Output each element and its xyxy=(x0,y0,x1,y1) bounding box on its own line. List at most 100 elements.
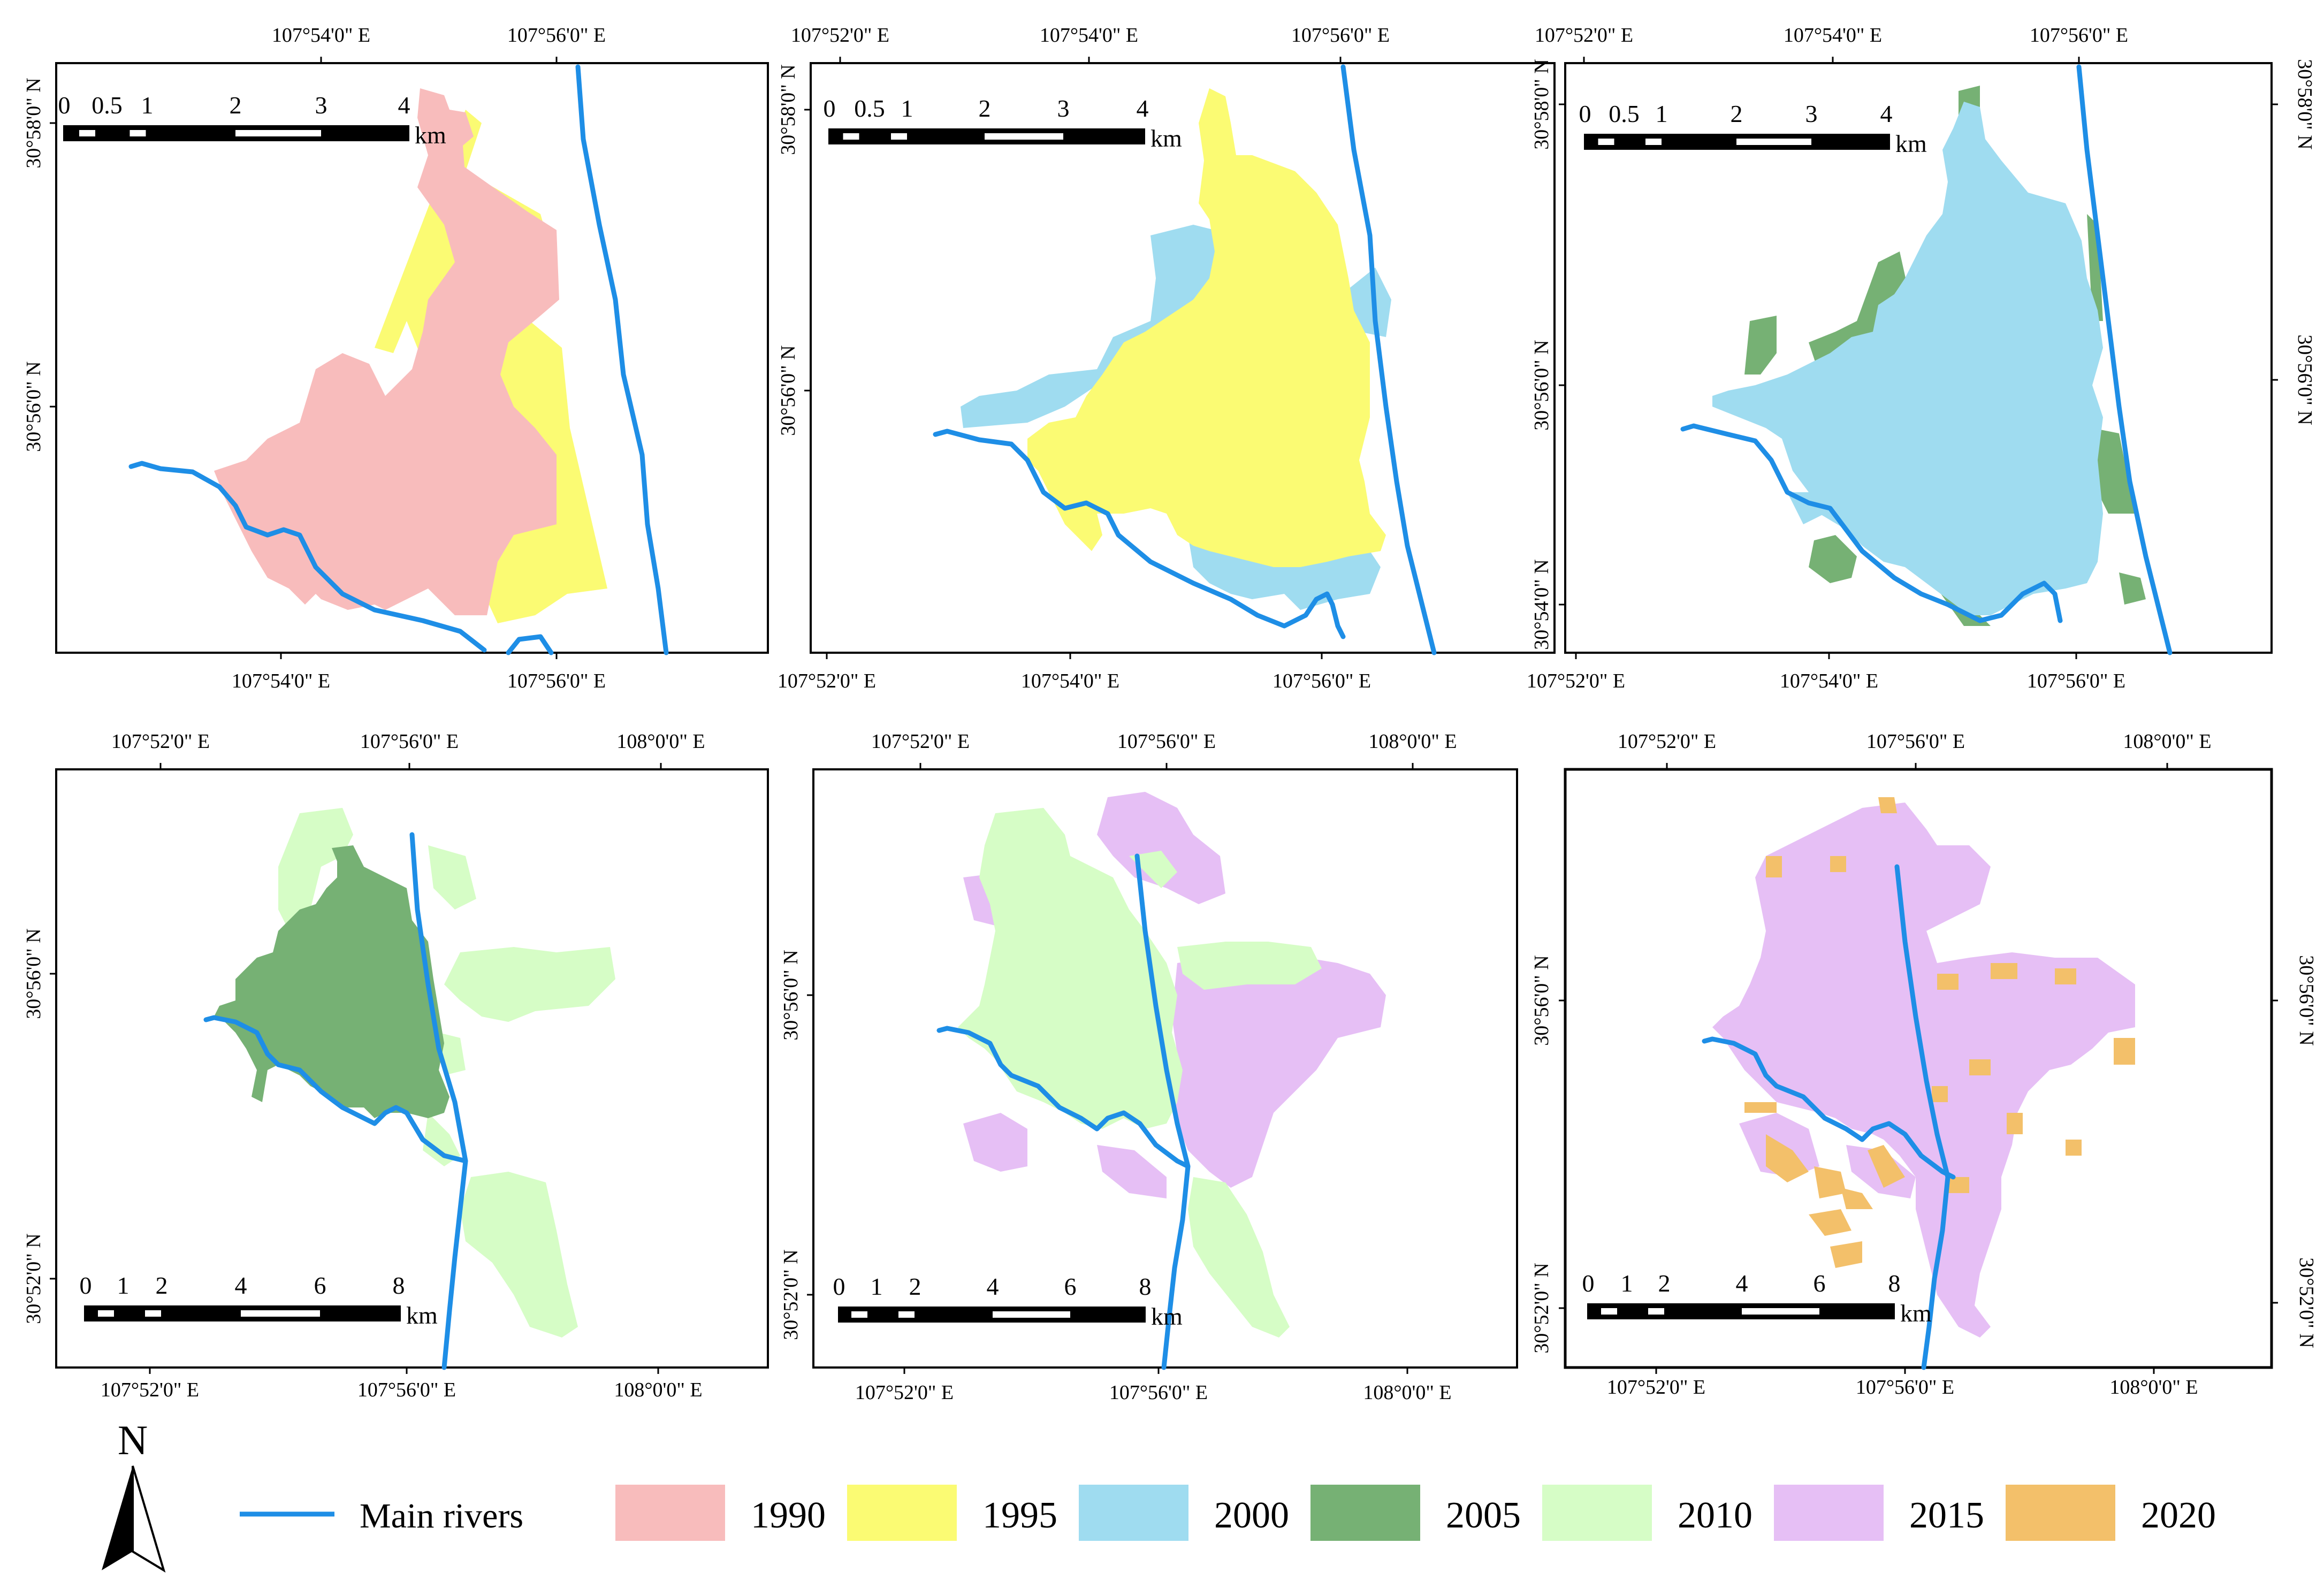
longitude-label: 107°54'0" E xyxy=(272,24,370,47)
scale-tick-label: 4 xyxy=(398,91,410,119)
longitude-label: 107°54'0" E xyxy=(232,670,330,692)
legend-swatch xyxy=(1774,1485,1884,1541)
latitude-label: 30°58'0" N xyxy=(777,64,799,155)
coordinate-labels: 107°54'0" E 107°56'0" E 107°54'0" E 107°56'… xyxy=(22,24,2318,1404)
expansion-2020 xyxy=(1744,797,2135,1268)
main-river xyxy=(203,1015,468,1164)
scale-bar: 0 1 2 4 6 8 km xyxy=(1582,1270,1932,1327)
expansion-2005 xyxy=(1809,251,1910,375)
legend: N Main rivers 1990 1995 2000 2005 2010 2015 20… xyxy=(102,1417,2216,1573)
main-river xyxy=(506,634,554,655)
latitude-label: 30°58'0" N xyxy=(2293,59,2316,150)
scale-bar: 0 0.5 1 2 3 4km xyxy=(1579,100,1927,157)
longitude-label: 107°52'0" E xyxy=(1607,1376,1705,1399)
longitude-label: 107°56'0" E xyxy=(507,670,606,692)
longitude-label: 107°52'0" E xyxy=(791,24,889,47)
urban-1990 xyxy=(214,88,559,615)
urban-2010 xyxy=(1177,942,1322,990)
main-river xyxy=(2076,64,2173,655)
scale-tick-label: 4 xyxy=(987,1273,999,1300)
legend-swatch xyxy=(1079,1485,1188,1541)
longitude-label: 107°52'0" E xyxy=(1535,24,1633,47)
scale-tick-label: 8 xyxy=(393,1272,405,1299)
scale-tick-label: 0 xyxy=(1579,100,1591,127)
expansion-2015 xyxy=(1284,974,1343,1017)
scale-tick-label: 2 xyxy=(156,1272,168,1299)
legend-item-2010: 2010 xyxy=(1542,1485,1752,1541)
latitude-label: 30°56'0" N xyxy=(22,361,45,452)
latitude-label: 30°52'0" N xyxy=(1530,1263,1553,1354)
legend-label: 2020 xyxy=(2141,1495,2216,1536)
legend-label: 2015 xyxy=(1909,1495,1984,1536)
legend-item-2000: 2000 xyxy=(1079,1485,1289,1541)
longitude-label: 107°54'0" E xyxy=(1780,670,1878,692)
scale-tick-label: 1 xyxy=(871,1273,883,1300)
scale-tick-label: 2 xyxy=(909,1273,921,1300)
expansion-2005 xyxy=(2119,572,2146,605)
scale-tick-label: 6 xyxy=(1814,1270,1826,1297)
urban-2010 xyxy=(1129,851,1177,888)
longitude-label: 108°0'0" E xyxy=(616,730,705,753)
map-panel-4 xyxy=(55,768,769,1370)
longitude-label: 107°56'0" E xyxy=(2030,24,2128,47)
main-river xyxy=(1680,423,2063,623)
expansion-2010 xyxy=(444,947,615,1022)
main-river xyxy=(1134,853,1191,1370)
longitude-label: 107°52'0" E xyxy=(778,670,876,692)
urban-2010 xyxy=(958,808,1183,1129)
urban-2000 xyxy=(1712,102,2103,615)
scale-tick-label: 8 xyxy=(1888,1270,1901,1297)
expansion-2015 xyxy=(963,1113,1027,1172)
longitude-label: 107°52'0" E xyxy=(871,730,970,753)
main-river xyxy=(128,461,487,653)
scale-tick-label: 0 xyxy=(80,1272,92,1299)
scale-tick-label: 3 xyxy=(1805,100,1818,127)
urban-2010 xyxy=(1188,1177,1290,1338)
scale-tick-label: 2 xyxy=(979,95,991,122)
longitude-label: 108°0'0" E xyxy=(1368,730,1457,753)
legend-label: 2005 xyxy=(1446,1495,1521,1536)
main-river xyxy=(933,429,1346,639)
scale-unit: km xyxy=(1900,1300,1932,1327)
longitude-label: 107°54'0" E xyxy=(1040,24,1138,47)
latitude-label: 30°56'0" N xyxy=(1530,955,1553,1046)
longitude-label: 107°56'0" E xyxy=(507,24,606,47)
scale-tick-label: 1 xyxy=(901,95,913,122)
legend-item-1995: 1995 xyxy=(847,1485,1057,1541)
latitude-label: 30°52'0" N xyxy=(22,1233,45,1324)
scale-tick-label: 0 xyxy=(833,1273,845,1300)
scale-tick-label: 0 xyxy=(58,91,71,119)
longitude-label: 107°56'0" E xyxy=(1856,1376,1954,1399)
latitude-label: 30°54'0" N xyxy=(1530,559,1553,650)
longitude-label: 107°54'0" E xyxy=(1021,670,1119,692)
map-panel-5 xyxy=(812,768,1518,1370)
longitude-label: 107°52'0" E xyxy=(855,1381,954,1404)
main-river xyxy=(1894,864,1950,1370)
legend-label: 1990 xyxy=(751,1495,826,1536)
scale-tick-label: 4 xyxy=(235,1272,247,1299)
scale-tick-label: 3 xyxy=(1057,95,1070,122)
scale-tick-label: 6 xyxy=(314,1272,326,1299)
north-arrow-icon xyxy=(102,1466,133,1570)
scale-tick-label: 1 xyxy=(141,91,154,119)
longitude-label: 108°0'0" E xyxy=(2109,1376,2198,1399)
scale-tick-label: 1 xyxy=(1656,100,1668,127)
latitude-label: 30°56'0" N xyxy=(22,928,45,1019)
longitude-label: 107°56'0" E xyxy=(2027,670,2125,692)
longitude-label: 107°56'0" E xyxy=(360,730,459,753)
scale-unit: km xyxy=(1151,1303,1183,1330)
legend-swatch xyxy=(1310,1485,1420,1541)
latitude-label: 30°56'0" N xyxy=(780,950,802,1041)
legend-item-1990: 1990 xyxy=(615,1485,826,1541)
scale-tick-label: 0 xyxy=(824,95,836,122)
scale-bar: 0 1 2 4 6 8 km xyxy=(833,1273,1183,1330)
north-arrow: N xyxy=(102,1417,166,1573)
expansion-2015 xyxy=(1097,792,1225,904)
expansion-2015 xyxy=(1097,1145,1167,1198)
longitude-label: 108°0'0" E xyxy=(1363,1381,1451,1404)
scale-tick-label: 2 xyxy=(1658,1270,1671,1297)
expansion-2005 xyxy=(1744,316,1777,375)
expansion-2000 xyxy=(961,225,1231,428)
